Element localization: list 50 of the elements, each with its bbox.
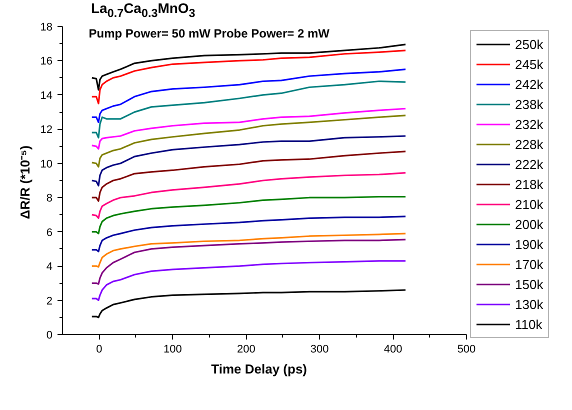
y-tick-label: 6 <box>46 226 53 239</box>
line-series <box>91 50 406 104</box>
chart-title: La$_{0.7}$Ca$_{0.3}$MnO$_{3}$ <box>90 0 196 22</box>
x-tick-label: 100 <box>164 344 182 356</box>
y-tick-label: 8 <box>46 192 53 205</box>
line-series <box>91 135 406 186</box>
legend-label: 242k <box>515 76 544 92</box>
x-axis-title: Time Delay (ps) <box>211 362 308 376</box>
line-series <box>91 44 406 91</box>
y-tick-label: 14 <box>40 90 53 102</box>
x-tick-label: 200 <box>236 344 256 356</box>
line-series <box>91 108 406 150</box>
line-series <box>91 238 406 285</box>
y-tick-label: 10 <box>40 158 53 170</box>
line-series <box>91 232 406 268</box>
y-tick-label: 18 <box>40 22 53 34</box>
x-tick-label: 300 <box>310 344 329 356</box>
y-axis-title: ΔR/R (*10⁻⁵) <box>17 145 32 220</box>
line-series <box>91 150 406 202</box>
legend-label: 210k <box>515 196 544 212</box>
legend-label: 218k <box>515 176 544 192</box>
line-series <box>91 114 406 168</box>
line-series <box>91 260 406 302</box>
y-tick-label: 12 <box>40 124 53 136</box>
line-series <box>91 196 406 234</box>
x-tick-label: 500 <box>457 344 476 356</box>
legend-label: 170k <box>515 256 544 272</box>
legend-label: 250k <box>515 36 544 52</box>
line-series <box>91 68 406 124</box>
legend-label: 190k <box>515 236 544 252</box>
x-tick-label: 400 <box>384 344 402 356</box>
y-tick-label: 4 <box>46 261 53 274</box>
chart-subtitle: Pump Power= 50 mW Probe Power= 2 mW <box>88 26 330 40</box>
legend-label: 110k <box>515 316 542 332</box>
y-tick-label: 2 <box>46 295 53 308</box>
legend-label: 150k <box>515 276 544 292</box>
y-tick-label: 16 <box>40 56 53 68</box>
legend-label: 228k <box>515 136 544 152</box>
legend-label: 200k <box>515 216 544 232</box>
legend-label: 130k <box>515 296 544 312</box>
y-tick-label: 0 <box>46 330 53 342</box>
x-tick-label: 0 <box>96 344 102 356</box>
legend-label: 245k <box>515 56 544 72</box>
legend-label: 232k <box>515 116 544 132</box>
line-series <box>91 289 406 318</box>
line-series <box>91 216 406 252</box>
line-series <box>91 80 406 139</box>
legend-label: 222k <box>515 156 544 172</box>
legend-label: 238k <box>515 96 544 112</box>
line-series <box>91 172 406 219</box>
